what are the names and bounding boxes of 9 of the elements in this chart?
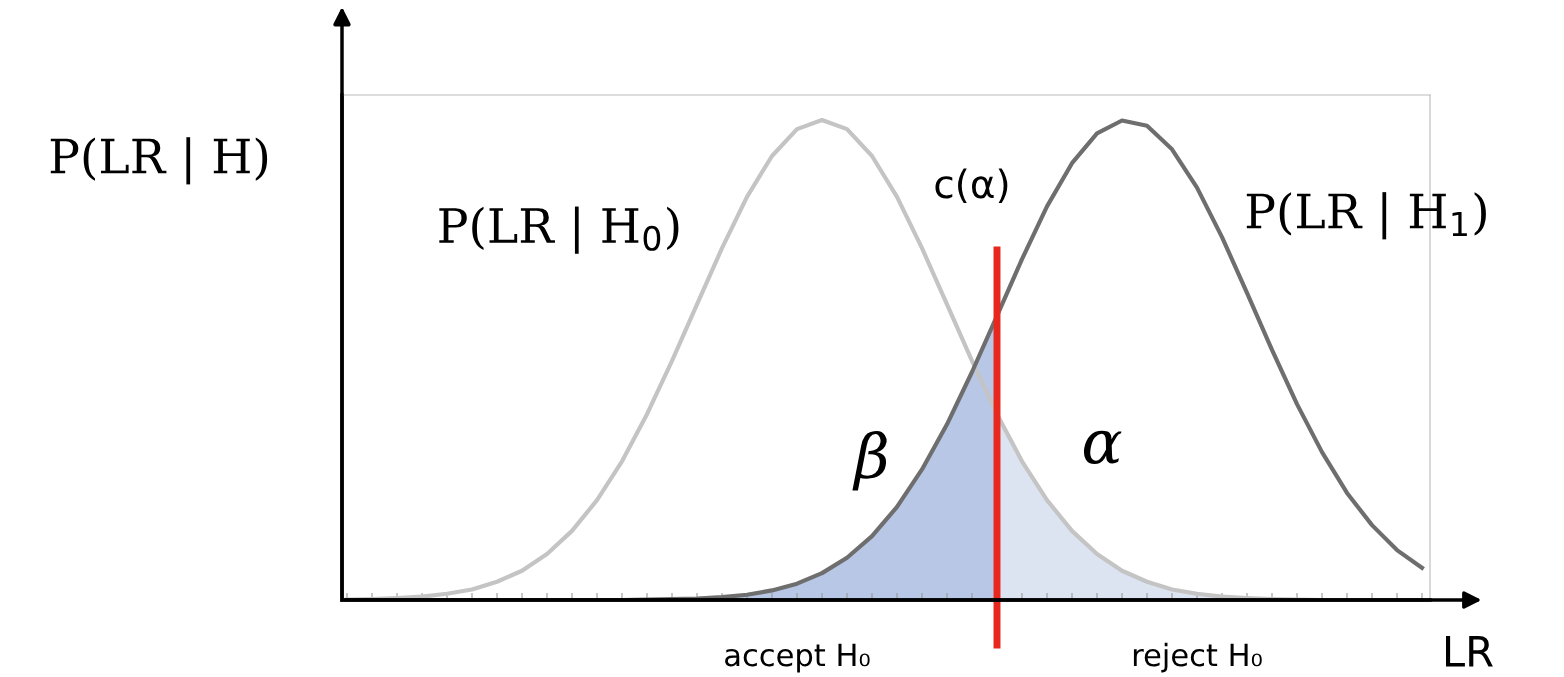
annotation: β xyxy=(852,431,887,491)
series-label: P(LR | H$_{0}$) xyxy=(439,206,679,254)
series-label: P(LR | H$_{1}$) xyxy=(1246,192,1486,240)
annotation: α xyxy=(1083,430,1122,465)
text: reject H₀ xyxy=(1133,642,1262,673)
text: accept H₀ xyxy=(725,643,870,673)
x-axis-title: LR xyxy=(1446,636,1493,667)
y-axis-title: P(LR | H) xyxy=(50,137,268,185)
annotation: c(α) xyxy=(935,168,1008,204)
